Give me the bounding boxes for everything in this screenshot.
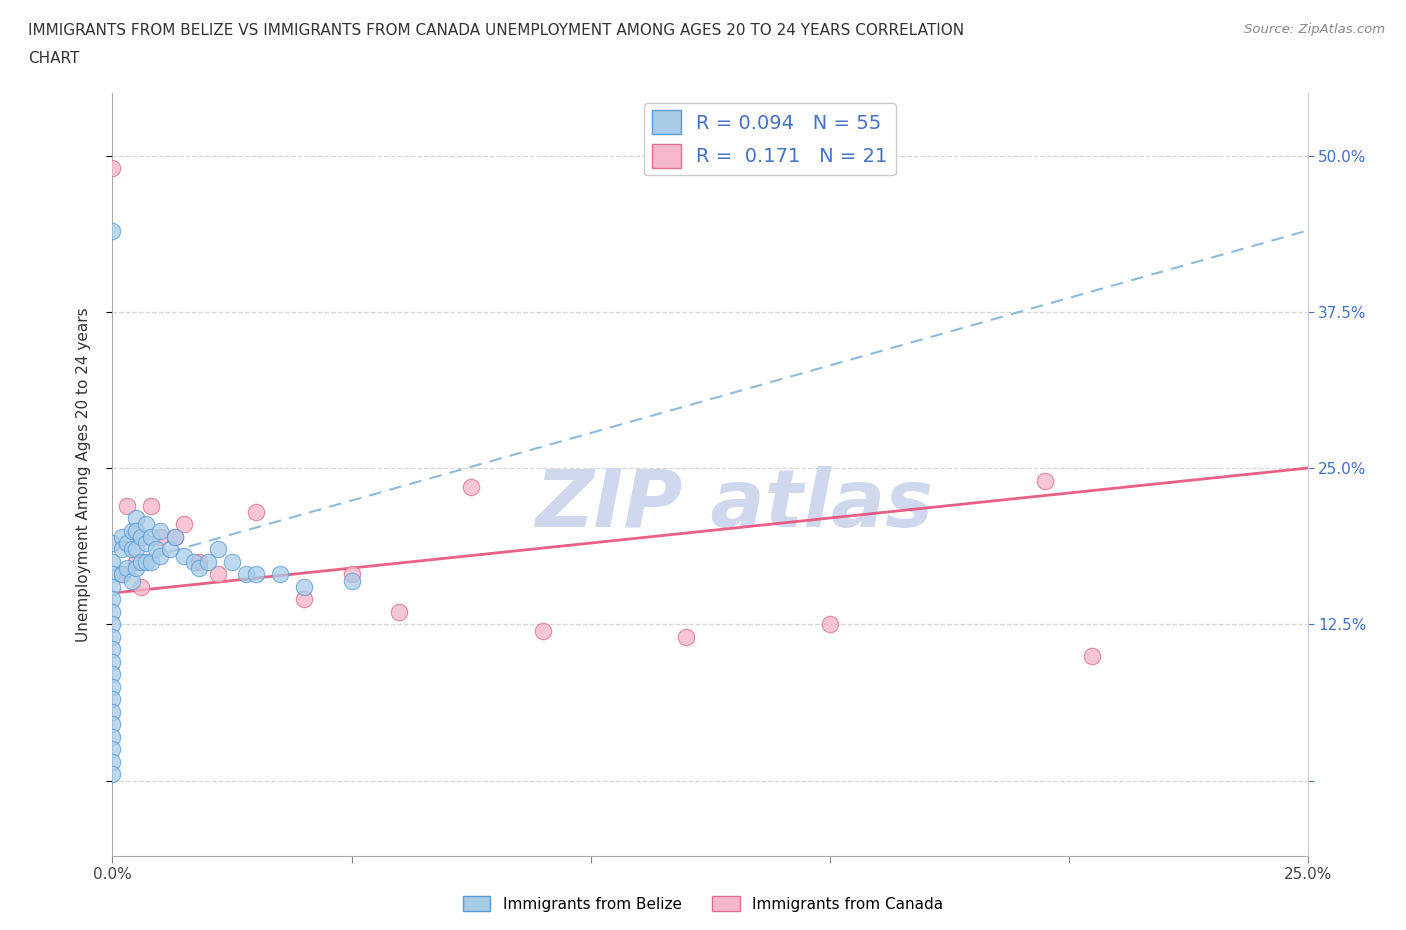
Point	[187, 561, 209, 576]
Point	[111, 567, 134, 582]
Point	[125, 511, 148, 525]
Point	[101, 604, 124, 619]
Point	[159, 542, 181, 557]
Point	[111, 567, 134, 582]
Point	[111, 542, 134, 557]
Point	[197, 554, 219, 569]
Point	[101, 729, 124, 744]
Point	[139, 554, 162, 569]
Point	[125, 554, 148, 569]
Point	[125, 561, 148, 576]
Point	[139, 498, 162, 513]
Point	[245, 504, 267, 519]
Point	[101, 579, 124, 594]
Legend: Immigrants from Belize, Immigrants from Canada: Immigrants from Belize, Immigrants from …	[457, 889, 949, 918]
Point	[135, 536, 157, 551]
Point	[149, 529, 172, 544]
Point	[125, 542, 148, 557]
Point	[101, 692, 124, 707]
Point	[163, 529, 186, 544]
Point	[135, 554, 157, 569]
Point	[139, 529, 162, 544]
Point	[173, 517, 195, 532]
Point	[340, 567, 363, 582]
Point	[1033, 473, 1056, 488]
Point	[101, 617, 124, 631]
Text: CHART: CHART	[28, 51, 80, 66]
Point	[101, 536, 124, 551]
Point	[187, 554, 209, 569]
Point	[125, 523, 148, 538]
Point	[292, 591, 315, 606]
Y-axis label: Unemployment Among Ages 20 to 24 years: Unemployment Among Ages 20 to 24 years	[76, 307, 91, 642]
Point	[101, 742, 124, 757]
Point	[149, 523, 172, 538]
Point	[101, 554, 124, 569]
Point	[388, 604, 411, 619]
Point	[460, 479, 482, 494]
Text: ZIP atlas: ZIP atlas	[534, 466, 934, 544]
Point	[101, 767, 124, 782]
Point	[101, 567, 124, 582]
Point	[101, 591, 124, 606]
Point	[129, 554, 152, 569]
Point	[207, 567, 229, 582]
Point	[101, 680, 124, 695]
Legend: R = 0.094   N = 55, R =  0.171   N = 21: R = 0.094 N = 55, R = 0.171 N = 21	[644, 102, 896, 176]
Point	[235, 567, 257, 582]
Point	[129, 529, 152, 544]
Point	[173, 548, 195, 563]
Point	[675, 630, 697, 644]
Point	[221, 554, 243, 569]
Point	[115, 536, 138, 551]
Point	[163, 529, 186, 544]
Point	[101, 223, 124, 238]
Point	[111, 529, 134, 544]
Point	[135, 517, 157, 532]
Point	[121, 542, 143, 557]
Point	[292, 579, 315, 594]
Point	[818, 617, 841, 631]
Point	[101, 630, 124, 644]
Point	[149, 548, 172, 563]
Point	[115, 498, 138, 513]
Point	[183, 554, 205, 569]
Point	[207, 542, 229, 557]
Point	[245, 567, 267, 582]
Point	[101, 754, 124, 769]
Point	[101, 717, 124, 732]
Point	[1081, 648, 1104, 663]
Point	[145, 542, 167, 557]
Point	[101, 161, 124, 176]
Point	[531, 623, 554, 638]
Text: Source: ZipAtlas.com: Source: ZipAtlas.com	[1244, 23, 1385, 36]
Point	[101, 704, 124, 719]
Point	[115, 561, 138, 576]
Point	[121, 523, 143, 538]
Point	[101, 655, 124, 670]
Point	[101, 667, 124, 682]
Point	[340, 573, 363, 588]
Point	[129, 579, 152, 594]
Point	[269, 567, 291, 582]
Text: IMMIGRANTS FROM BELIZE VS IMMIGRANTS FROM CANADA UNEMPLOYMENT AMONG AGES 20 TO 2: IMMIGRANTS FROM BELIZE VS IMMIGRANTS FRO…	[28, 23, 965, 38]
Point	[101, 642, 124, 657]
Point	[121, 573, 143, 588]
